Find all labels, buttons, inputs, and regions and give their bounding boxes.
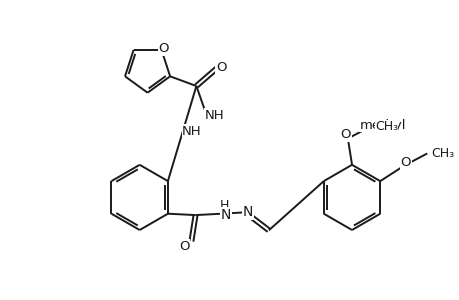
Text: methyl: methyl — [359, 118, 406, 132]
Text: O: O — [215, 61, 226, 74]
Text: CH₃: CH₃ — [375, 120, 397, 133]
Text: NH: NH — [182, 125, 202, 138]
Text: O: O — [340, 128, 350, 141]
Text: O: O — [400, 156, 410, 170]
Text: O: O — [179, 240, 189, 253]
Text: O: O — [158, 42, 168, 55]
Text: H: H — [219, 199, 229, 212]
Text: NH: NH — [205, 109, 224, 122]
Text: CH₃: CH₃ — [430, 147, 453, 160]
Text: N: N — [243, 205, 253, 219]
Text: N: N — [220, 208, 230, 222]
